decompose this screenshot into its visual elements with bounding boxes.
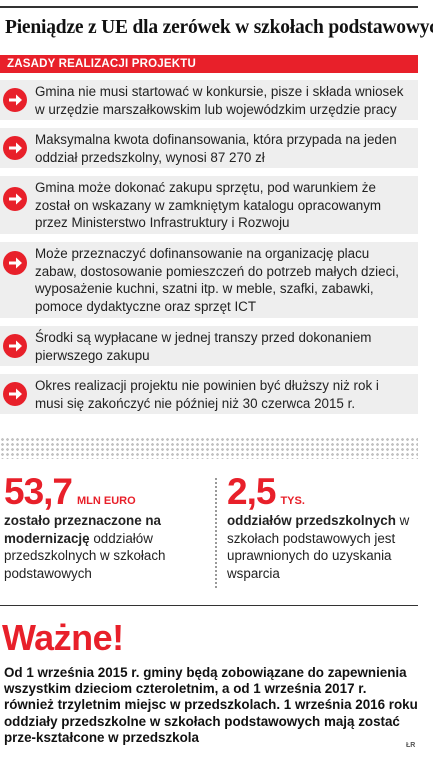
arrow-right-icon [3,334,27,358]
stat-description-rest: w szkołach podstawowych jest uprawnionyc… [227,513,410,581]
stat-description-bold: zostało przeznaczone na modernizację [4,513,161,546]
important-text: Od 1 września 2015 r. gminy będą zobowią… [4,665,418,745]
stat-units: 2,5 TYS. oddziałów przedszkolnych w szkoł… [227,472,412,582]
list-item: Może przeznaczyć dofinansowanie na organ… [0,242,418,318]
list-item: Okres realizacji projektu nie powinien b… [0,374,418,414]
arrow-right-icon [3,251,27,275]
page-title: Pieniądze z UE dla zerówek w szkołach po… [5,17,433,38]
stat-description: oddziałów przedszkolnych w szkołach pods… [227,512,412,582]
section-header: ZASADY REALIZACJI PROJEKTU [0,55,418,73]
list-item-text: Gmina może dokonać zakupu sprzętu, pod w… [35,180,382,230]
arrow-right-icon [3,382,27,406]
stat-funding: 53,7 MLN EURO zostało przeznaczone na mod… [4,472,204,582]
stat-unit: TYS. [280,495,305,507]
list-item: Maksymalna kwota dofinansowania, która p… [0,128,418,168]
stat-description-rest: oddziałów przedszkolnych w szkołach pods… [4,530,166,581]
stat-description-bold: oddziałów przedszkolnych [227,513,396,528]
stat-value: 2,5 [227,471,276,512]
arrow-right-icon [3,88,27,112]
stat-description: zostało przeznaczone na modernizację odd… [4,512,204,582]
vertical-divider [215,478,217,588]
arrow-right-icon [3,187,27,211]
section-header-label: ZASADY REALIZACJI PROJEKTU [7,58,197,70]
stat-figure: 2,5 TYS. [227,472,412,512]
list-item-text: Gmina nie musi startować w konkursie, pi… [35,84,404,117]
author-credit: ŁR [406,742,416,749]
list-item-text: Maksymalna kwota dofinansowania, która p… [35,132,397,165]
list-item: Gmina nie musi startować w konkursie, pi… [0,80,418,120]
stat-unit: MLN EURO [77,495,136,507]
section-rule [0,605,418,606]
list-item-text: Może przeznaczyć dofinansowanie na organ… [35,246,399,314]
arrow-right-icon [3,136,27,160]
list-item-text: Okres realizacji projektu nie powinien b… [35,378,379,411]
list-item: Gmina może dokonać zakupu sprzętu, pod w… [0,176,418,234]
list-item: Środki są wypłacane w jednej transzy prz… [0,326,418,366]
list-item-text: Środki są wypłacane w jednej transzy prz… [35,330,372,363]
important-heading: Ważne! [2,617,124,658]
top-rule [0,6,418,8]
stat-figure: 53,7 MLN EURO [4,472,204,512]
dotted-separator [0,437,418,459]
stat-value: 53,7 [4,471,73,512]
